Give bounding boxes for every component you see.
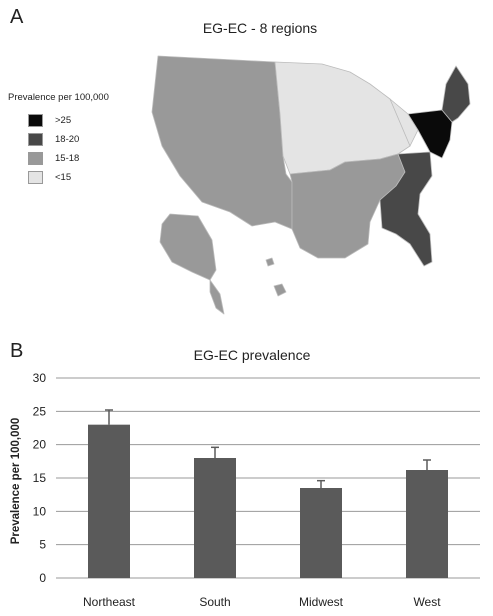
panel-b-letter: B: [10, 340, 24, 362]
bar-northeast: [88, 424, 130, 578]
map-region-central-south: [289, 153, 406, 259]
y-axis-label: Prevalence per 100,000: [10, 418, 22, 545]
map-region-alaska: [159, 213, 217, 281]
y-tick-label: 10: [33, 504, 47, 518]
x-tick-label: South: [199, 595, 230, 609]
y-tick-label: 0: [39, 571, 46, 585]
y-tick-label: 15: [33, 471, 47, 485]
bar-chart: EG-EC prevalence Prevalence per 100,000 …: [10, 347, 480, 609]
map-region-west: [151, 55, 293, 230]
y-tick-label: 5: [39, 538, 46, 552]
legend-label: >25: [55, 115, 72, 126]
x-tick-label: West: [413, 595, 441, 609]
legend-swatch: [28, 171, 43, 184]
map-region-new-england: [441, 65, 471, 123]
legend-item: >25: [8, 111, 109, 130]
map-region-southeast: [379, 151, 433, 267]
legend-item: 18-20: [8, 130, 109, 149]
y-tick-label: 25: [33, 404, 47, 418]
bar-west: [406, 470, 448, 578]
legend-swatch: [28, 152, 43, 165]
map-region-alaska-panhandle: [209, 279, 225, 315]
legend-item: 15-18: [8, 149, 109, 168]
x-tick-label: Midwest: [299, 595, 344, 609]
chart-title: EG-EC prevalence: [194, 347, 311, 363]
y-tick-label: 20: [33, 438, 47, 452]
legend-swatch: [28, 133, 43, 146]
legend-label: 15-18: [55, 153, 80, 164]
legend-swatch: [28, 114, 43, 127]
x-tick-label: Northeast: [83, 595, 136, 609]
legend-label: <15: [55, 172, 72, 183]
map-region-hawaii-big: [273, 283, 287, 297]
map-title: EG-EC - 8 regions: [202, 20, 318, 36]
bar-south: [194, 458, 236, 578]
map-region-hawaii: [265, 257, 275, 267]
panel-a-letter: A: [10, 6, 24, 28]
legend-label: 18-20: [55, 134, 80, 145]
legend-title: Prevalence per 100,000: [8, 92, 109, 103]
bar-midwest: [300, 488, 342, 578]
legend-item: <15: [8, 168, 109, 187]
us-regions-map: [151, 55, 471, 315]
y-tick-label: 30: [33, 371, 47, 385]
map-legend: Prevalence per 100,000 >25 18-20 15-18 <…: [8, 92, 109, 187]
